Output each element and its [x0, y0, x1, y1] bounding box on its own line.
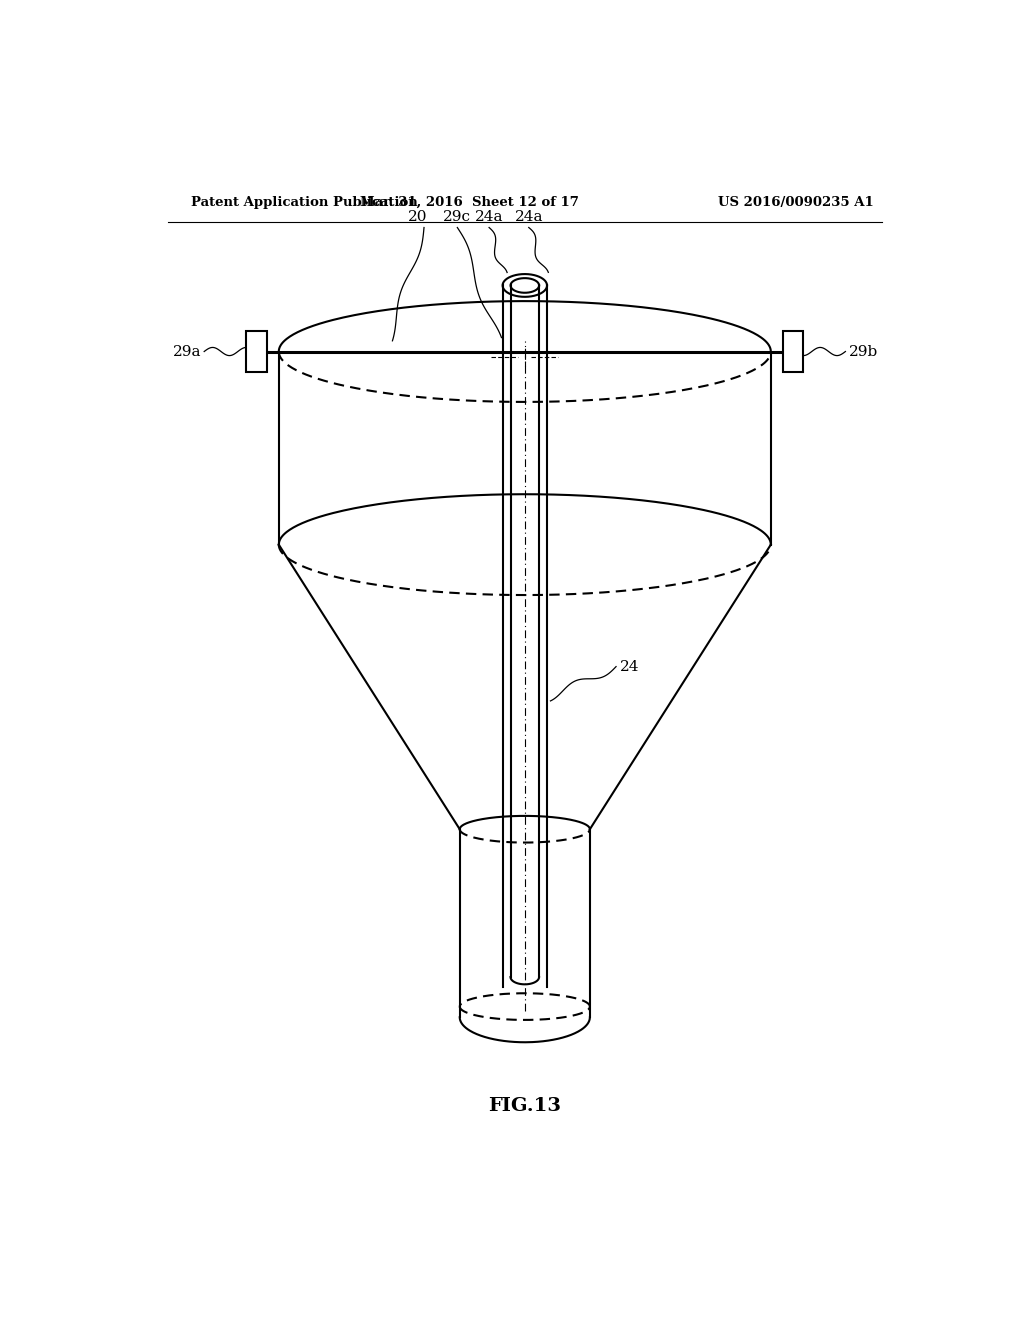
Bar: [246, 331, 267, 372]
Text: 24a: 24a: [475, 210, 504, 224]
Text: 29a: 29a: [172, 345, 201, 359]
Text: 29b: 29b: [849, 345, 878, 359]
Text: 24a: 24a: [514, 210, 543, 224]
Text: 24: 24: [620, 660, 640, 673]
Text: FIG.13: FIG.13: [488, 1097, 561, 1114]
Text: 29c: 29c: [443, 210, 471, 224]
Text: Mar. 31, 2016  Sheet 12 of 17: Mar. 31, 2016 Sheet 12 of 17: [359, 195, 579, 209]
Text: Patent Application Publication: Patent Application Publication: [191, 195, 418, 209]
Bar: [782, 331, 804, 372]
Text: US 2016/0090235 A1: US 2016/0090235 A1: [718, 195, 873, 209]
Text: 20: 20: [408, 210, 427, 224]
